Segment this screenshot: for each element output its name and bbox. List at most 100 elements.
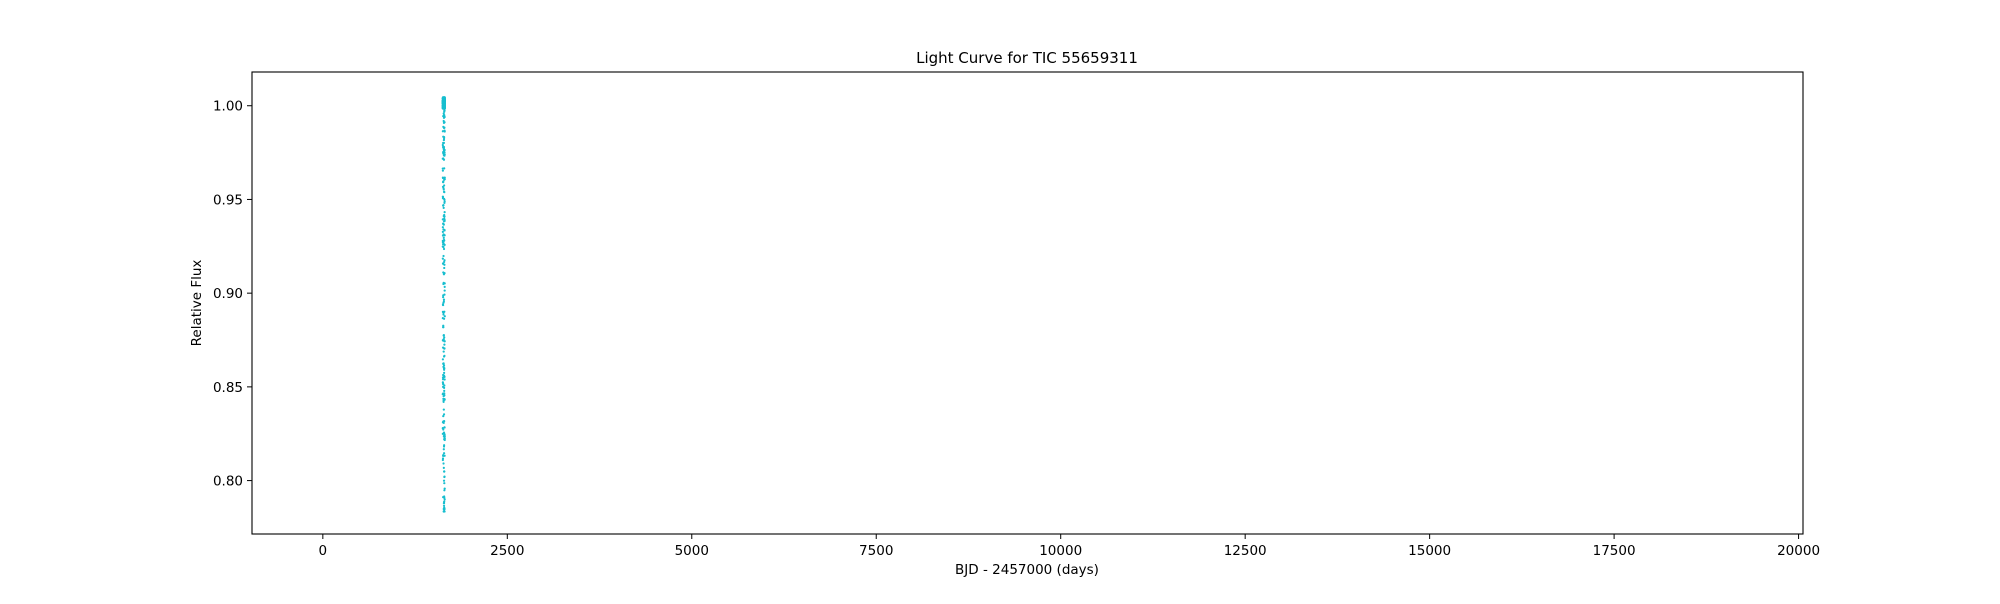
data-point — [442, 121, 446, 124]
data-point — [443, 293, 446, 296]
x-axis-label: BJD - 2457000 (days) — [955, 562, 1099, 578]
data-point — [441, 241, 445, 244]
data-point — [443, 213, 446, 217]
data-point — [443, 211, 446, 214]
data-point — [442, 313, 445, 316]
data-point — [442, 408, 445, 411]
data-point — [442, 510, 445, 513]
data-point — [442, 245, 445, 249]
data-point — [442, 448, 445, 451]
data-point — [442, 188, 445, 191]
x-tick-label: 17500 — [1593, 543, 1636, 559]
data-point — [443, 475, 446, 478]
data-point — [442, 452, 446, 455]
data-point — [443, 282, 446, 285]
data-point — [443, 426, 446, 429]
data-point — [442, 504, 446, 507]
data-point — [443, 507, 446, 511]
data-point — [443, 243, 446, 246]
data-point — [443, 176, 446, 179]
data-point — [442, 317, 446, 320]
data-point — [442, 220, 446, 223]
data-point — [443, 96, 446, 99]
data-point — [441, 358, 444, 361]
data-point — [441, 167, 444, 170]
data-point — [443, 489, 446, 492]
data-point — [443, 487, 446, 490]
data-point — [443, 217, 446, 220]
data-point — [442, 247, 446, 251]
data-point — [442, 339, 445, 342]
data-point — [443, 444, 446, 447]
data-point — [443, 366, 446, 370]
data-point — [442, 466, 445, 469]
data-point — [442, 190, 446, 193]
data-point — [443, 266, 446, 270]
data-point — [443, 438, 446, 441]
data-point — [443, 498, 446, 501]
data-point — [443, 378, 446, 381]
data-point — [442, 145, 445, 148]
data-point — [443, 482, 446, 485]
x-tick-label: 20000 — [1777, 543, 1820, 559]
data-point — [442, 413, 446, 416]
axes-frame — [251, 71, 1804, 535]
y-tick-label: 1.00 — [213, 99, 243, 115]
data-point — [442, 147, 445, 150]
data-point — [442, 350, 445, 353]
data-point — [443, 98, 446, 101]
data-point — [443, 436, 446, 439]
data-point — [442, 399, 445, 402]
data-point — [442, 254, 445, 258]
data-point — [442, 479, 446, 482]
data-point — [442, 362, 445, 365]
data-point — [443, 470, 446, 473]
data-point — [443, 384, 446, 387]
data-point — [443, 129, 446, 132]
data-point — [442, 138, 445, 142]
x-tick-label: 5000 — [675, 543, 709, 559]
data-point — [442, 106, 446, 109]
data-point — [442, 326, 445, 329]
data-point — [441, 176, 445, 180]
data-point — [441, 103, 445, 106]
data-point — [442, 181, 445, 184]
data-point — [441, 257, 444, 260]
data-point — [442, 204, 445, 207]
data-point — [441, 432, 444, 435]
data-point — [442, 273, 446, 276]
data-point — [442, 496, 445, 499]
data-point — [442, 223, 445, 226]
data-point — [443, 178, 446, 181]
data-point — [443, 392, 446, 395]
data-point — [443, 386, 446, 389]
data-point — [442, 238, 446, 242]
data-point — [443, 434, 446, 437]
data-point — [443, 285, 446, 288]
y-tick-label: 0.90 — [213, 286, 243, 302]
data-point — [441, 230, 444, 233]
x-tick-label: 0 — [319, 543, 328, 559]
data-point — [442, 298, 446, 301]
data-point — [443, 228, 446, 232]
data-point — [441, 303, 445, 306]
data-point — [442, 262, 445, 265]
y-tick-label: 0.95 — [213, 192, 243, 208]
data-point — [442, 141, 445, 145]
data-point — [441, 310, 444, 313]
data-point — [443, 115, 446, 119]
x-tick-label: 12500 — [1224, 543, 1267, 559]
data-point — [443, 389, 446, 392]
x-tick-label: 15000 — [1408, 543, 1451, 559]
data-point — [443, 336, 446, 339]
data-point — [443, 371, 446, 374]
data-point — [443, 259, 446, 262]
data-point — [442, 296, 445, 299]
data-point — [442, 397, 445, 400]
data-point — [442, 150, 445, 153]
data-point — [441, 458, 444, 462]
data-point — [443, 184, 446, 187]
x-tick-label: 10000 — [1039, 543, 1082, 559]
